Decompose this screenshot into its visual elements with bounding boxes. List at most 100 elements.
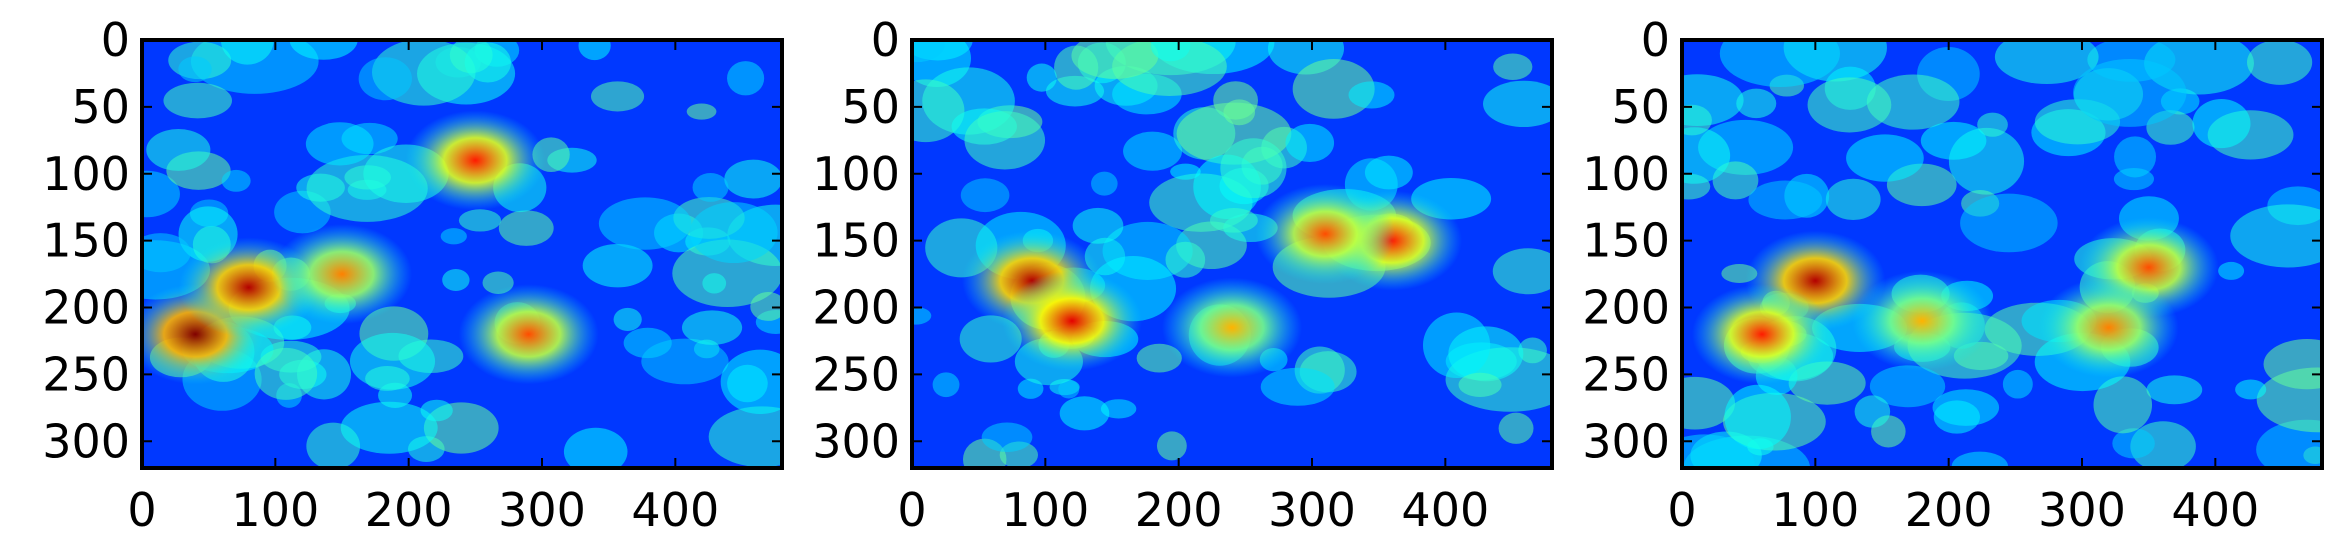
heatmap-texture <box>2072 58 2187 127</box>
y-tick-label: 250 <box>42 347 130 401</box>
heatmap-panel-2: 0 100 200 300 400 0 50 100 150 200 250 300 <box>812 13 1554 537</box>
heatmap-texture <box>981 422 1033 453</box>
y-tick-label: 50 <box>71 80 130 134</box>
heatmap-texture <box>1209 208 1258 233</box>
heatmap-texture <box>1100 399 1137 419</box>
heatmap-texture <box>340 401 438 454</box>
heatmap-texture <box>1825 178 1881 221</box>
heatmap-texture <box>1977 112 2008 137</box>
y-tick-label: 100 <box>42 147 130 201</box>
heatmap-texture <box>1026 63 1057 92</box>
heatmap-texture <box>692 172 729 202</box>
heatmap-texture <box>1156 431 1187 461</box>
heatmap-texture <box>1260 367 1335 406</box>
heatmap-texture <box>1165 241 1206 278</box>
heatmap-texture <box>1123 131 1183 171</box>
heatmap-texture <box>2247 40 2313 85</box>
heatmap-texture <box>442 269 470 292</box>
heatmap-texture <box>2093 376 2153 434</box>
heatmap-texture <box>1054 45 1099 90</box>
heatmap-texture <box>458 209 502 232</box>
heatmap-texture <box>689 202 778 264</box>
x-tick-label: 100 <box>1771 483 1859 537</box>
heatmap-texture <box>1807 77 1892 133</box>
x-tick-label: 0 <box>1667 483 1696 537</box>
y-tick-label: 50 <box>1611 80 1670 134</box>
heatmap-texture <box>1748 180 1823 220</box>
x-tick-label: 200 <box>365 483 453 537</box>
heatmap-texture <box>142 233 191 273</box>
heatmap-texture <box>1058 380 1080 399</box>
heatmap-texture <box>1846 134 1924 182</box>
x-tick-label: 300 <box>2038 483 2126 537</box>
x-tick-label: 100 <box>231 483 319 537</box>
heatmap-texture <box>708 406 782 468</box>
heatmap-texture <box>1223 99 1256 126</box>
y-tick-label: 250 <box>812 347 900 401</box>
heatmap-texture <box>221 169 251 192</box>
y-tick-label: 100 <box>1582 147 1670 201</box>
x-tick-label: 400 <box>2171 483 2259 537</box>
y-tick-label: 150 <box>812 214 900 268</box>
x-tick-label: 100 <box>1001 483 1089 537</box>
heatmap-texture <box>1920 121 1987 160</box>
heatmap-texture <box>1458 372 1502 397</box>
heatmap-hotspot <box>405 110 546 211</box>
y-tick-label: 200 <box>42 281 130 335</box>
heatmap-texture <box>1220 138 1287 199</box>
heatmap-texture <box>750 292 782 321</box>
heatmap-texture <box>1150 40 1191 62</box>
y-tick-label: 300 <box>1582 414 1670 468</box>
heatmap-hotspot <box>1852 270 1992 371</box>
heatmap-texture <box>305 122 374 166</box>
heatmap-texture <box>613 307 642 331</box>
heatmap-texture <box>1747 438 1774 456</box>
heatmap-texture <box>2146 375 2203 405</box>
y-tick-label: 200 <box>1582 281 1670 335</box>
y-tick-label: 50 <box>841 80 900 134</box>
heatmap-texture <box>1072 207 1124 244</box>
x-tick-label: 200 <box>1905 483 1993 537</box>
heatmap-hotspot <box>1002 270 1142 371</box>
y-tick-label: 150 <box>42 214 130 268</box>
heatmap-texture <box>1932 389 2000 426</box>
heatmap-texture <box>498 210 554 246</box>
y-tick-label: 300 <box>42 414 130 468</box>
y-tick-label: 0 <box>871 13 900 67</box>
heatmap-texture <box>598 197 692 250</box>
heatmap-texture <box>2230 204 2322 268</box>
heatmap-texture <box>2256 419 2322 468</box>
heatmap-texture <box>1483 80 1552 128</box>
x-tick-label: 0 <box>897 483 926 537</box>
heatmap-hotspot <box>1255 183 1396 284</box>
heatmap-texture <box>2002 369 2033 399</box>
heatmap-panel-3: 0 100 200 300 400 0 50 100 150 200 250 300 <box>1582 13 2324 537</box>
heatmap-texture <box>1854 395 1891 428</box>
heatmap-texture <box>1682 376 1736 430</box>
heatmap-texture <box>1951 451 2008 468</box>
heatmap-texture <box>681 310 743 345</box>
heatmap-texture <box>1994 40 2099 85</box>
heatmap-texture <box>1719 40 1840 87</box>
heatmap-texture <box>912 306 932 325</box>
heatmap-texture <box>912 79 965 143</box>
heatmap-texture <box>1869 365 1946 408</box>
heatmap-texture <box>1498 412 1534 444</box>
heatmap-texture <box>1285 123 1335 163</box>
heatmap-texture <box>163 82 232 119</box>
heatmap-texture <box>1170 163 1201 180</box>
heatmap-hotspot <box>1162 277 1302 378</box>
heatmap-texture <box>1682 74 1744 127</box>
heatmap-texture <box>146 128 211 171</box>
heatmap-texture <box>641 338 729 385</box>
heatmap-texture <box>1960 193 2058 253</box>
heatmap-texture <box>1492 248 1552 295</box>
axes-frame <box>140 38 784 470</box>
heatmap-texture <box>1736 88 1777 119</box>
heatmap-texture <box>720 349 782 415</box>
heatmap-texture <box>254 347 318 400</box>
heatmap-texture <box>142 170 180 218</box>
x-tick-label: 400 <box>631 483 719 537</box>
x-tick-label: 200 <box>1135 483 1223 537</box>
heatmap-texture <box>582 243 653 288</box>
